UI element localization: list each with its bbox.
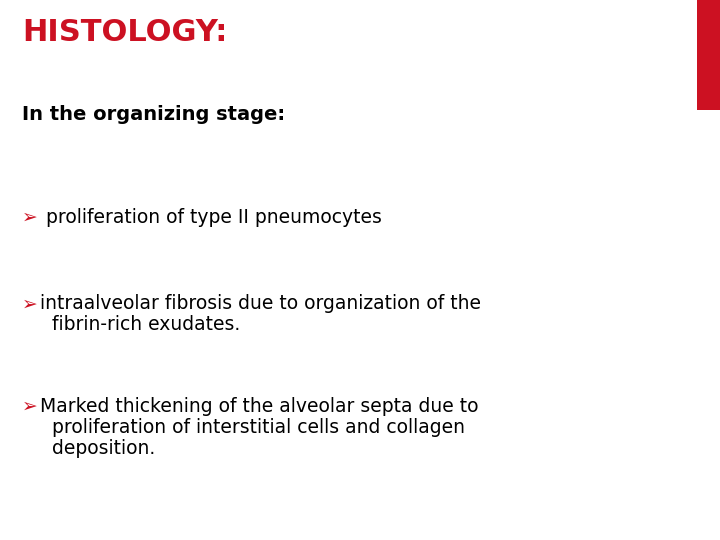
Text: In the organizing stage:: In the organizing stage: — [22, 105, 285, 124]
Text: deposition.: deposition. — [40, 438, 156, 458]
Text: Marked thickening of the alveolar septa due to: Marked thickening of the alveolar septa … — [40, 397, 479, 416]
Text: ➢: ➢ — [22, 397, 37, 416]
Text: fibrin-rich exudates.: fibrin-rich exudates. — [40, 315, 240, 334]
Text: proliferation of interstitial cells and collagen: proliferation of interstitial cells and … — [40, 418, 465, 437]
Text: ➢: ➢ — [22, 208, 37, 227]
Text: HISTOLOGY:: HISTOLOGY: — [22, 18, 228, 47]
Text: intraalveolar fibrosis due to organization of the: intraalveolar fibrosis due to organizati… — [40, 294, 481, 313]
Bar — [697, 0, 720, 110]
Text: proliferation of type II pneumocytes: proliferation of type II pneumocytes — [40, 208, 382, 227]
Text: ➢: ➢ — [22, 294, 37, 313]
